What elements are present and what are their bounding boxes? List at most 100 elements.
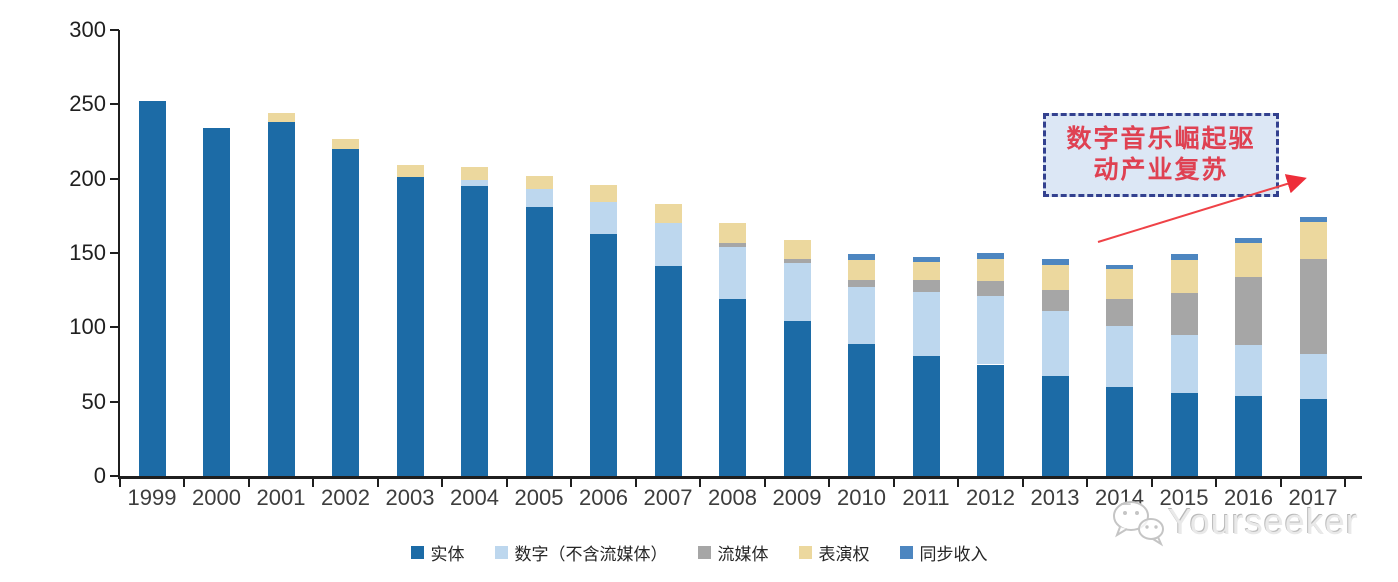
bar-segment-2007 bbox=[654, 203, 682, 224]
x-axis-tick bbox=[1279, 479, 1282, 487]
x-axis-tick bbox=[699, 479, 702, 487]
y-axis-label: 300 bbox=[69, 17, 106, 42]
bar-segment-2015 bbox=[1170, 260, 1198, 294]
watermark-text: Yourseeker bbox=[1168, 501, 1359, 542]
x-axis-tick bbox=[183, 479, 186, 487]
bar-segment-2014 bbox=[1106, 264, 1133, 270]
bar-segment-2013 bbox=[1041, 258, 1069, 265]
annotation-callout: 数字音乐崛起驱 动产业复苏 bbox=[1043, 113, 1279, 197]
bar-segment-2016 bbox=[1235, 238, 1262, 243]
bar-segment-2005 bbox=[525, 206, 553, 476]
bar-segment-2011 bbox=[912, 257, 940, 262]
bar-segment-2017 bbox=[1299, 398, 1327, 476]
x-axis-label: 2000 bbox=[192, 485, 241, 510]
x-axis-tick bbox=[1344, 479, 1347, 487]
bar-segment-2012 bbox=[977, 258, 1004, 282]
bar-segment-2017 bbox=[1299, 354, 1327, 399]
bar-segment-2010 bbox=[848, 343, 875, 476]
legend-item: 流媒体 bbox=[697, 540, 769, 565]
bar-segment-2017 bbox=[1299, 221, 1327, 259]
bar-segment-2000 bbox=[203, 128, 230, 476]
y-axis-label: 150 bbox=[69, 240, 106, 265]
x-axis-tick bbox=[634, 479, 637, 487]
y-axis-label: 0 bbox=[93, 463, 106, 488]
bar-segment-2010 bbox=[848, 254, 875, 261]
bar-segment-2010 bbox=[848, 279, 875, 288]
x-axis-tick bbox=[957, 479, 960, 487]
bar-segment-2002 bbox=[332, 138, 359, 149]
bar-segment-2015 bbox=[1170, 293, 1198, 335]
x-axis-label: 2010 bbox=[837, 485, 886, 510]
x-axis-line bbox=[118, 476, 1362, 479]
x-axis-tick bbox=[570, 479, 573, 487]
bar-segment-2003 bbox=[396, 165, 424, 178]
y-axis-tick bbox=[110, 400, 119, 403]
legend-item: 实体 bbox=[410, 540, 465, 565]
legend-label: 数字（不含流媒体） bbox=[514, 545, 668, 564]
y-axis-tick bbox=[110, 252, 119, 254]
x-axis-label: 2008 bbox=[708, 485, 757, 510]
bar-segment-2012 bbox=[977, 296, 1004, 365]
bar-segment-2015 bbox=[1170, 392, 1198, 476]
annotation-text-line2: 动产业复苏 bbox=[1093, 156, 1229, 184]
y-axis-tick bbox=[110, 475, 119, 477]
bar-segment-2006 bbox=[590, 202, 617, 234]
bar-segment-2002 bbox=[332, 148, 359, 476]
bar-segment-2005 bbox=[525, 189, 553, 207]
bar-segment-2009 bbox=[783, 263, 811, 322]
bar-segment-2014 bbox=[1106, 325, 1133, 387]
bar-segment-2007 bbox=[654, 223, 682, 267]
x-axis-label: 2016 bbox=[1224, 485, 1273, 510]
bar-segment-2013 bbox=[1041, 290, 1069, 311]
legend-swatch-icon bbox=[410, 546, 424, 559]
x-axis-label: 2015 bbox=[1159, 485, 1209, 510]
x-axis-label: 2009 bbox=[772, 485, 822, 510]
bar-segment-2008 bbox=[719, 247, 746, 300]
bar-segment-2013 bbox=[1041, 376, 1069, 476]
legend-label: 表演权 bbox=[818, 545, 870, 564]
bar-segment-2005 bbox=[525, 175, 553, 190]
x-axis-tick bbox=[1215, 479, 1218, 487]
x-axis-label: 2013 bbox=[1030, 485, 1080, 510]
x-axis-tick bbox=[1086, 479, 1089, 487]
bar-segment-2014 bbox=[1106, 269, 1133, 300]
bar-segment-2003 bbox=[396, 177, 424, 476]
x-axis-label: 2012 bbox=[966, 485, 1015, 510]
legend-item: 表演权 bbox=[798, 540, 870, 565]
bar-segment-2016 bbox=[1235, 276, 1262, 346]
x-axis-label: 2005 bbox=[514, 485, 564, 510]
bar-segment-2014 bbox=[1106, 386, 1133, 476]
bar-segment-2016 bbox=[1235, 345, 1262, 396]
x-axis-label: 2001 bbox=[256, 485, 306, 510]
bar-segment-2006 bbox=[590, 233, 617, 476]
x-axis-tick bbox=[441, 479, 444, 487]
x-axis-tick bbox=[763, 479, 766, 487]
watermark: Yourseeker bbox=[1108, 496, 1359, 548]
bar-segment-2001 bbox=[267, 113, 295, 123]
y-axis-tick bbox=[110, 29, 119, 31]
bar-segment-2008 bbox=[719, 223, 746, 243]
bar-segment-2009 bbox=[783, 239, 811, 259]
bar-segment-1999 bbox=[138, 101, 166, 476]
bar-segment-2011 bbox=[912, 279, 940, 292]
y-axis-line bbox=[118, 30, 120, 476]
legend-item: 同步收入 bbox=[899, 540, 988, 565]
y-axis-label: 200 bbox=[69, 165, 106, 191]
bar-segment-2011 bbox=[912, 261, 940, 280]
bar-segment-2010 bbox=[848, 287, 875, 344]
bar-segment-2011 bbox=[912, 355, 940, 476]
y-axis-label: 50 bbox=[81, 388, 106, 414]
x-axis-label: 2003 bbox=[385, 485, 435, 510]
bar-segment-2014 bbox=[1106, 299, 1133, 326]
bar-segment-2013 bbox=[1041, 264, 1069, 291]
bar-segment-2016 bbox=[1235, 242, 1262, 277]
legend-label: 实体 bbox=[430, 545, 465, 564]
y-axis-tick bbox=[110, 103, 119, 106]
legend-swatch-icon bbox=[899, 546, 913, 559]
bar-segment-2011 bbox=[912, 291, 940, 356]
x-axis-tick bbox=[892, 479, 895, 487]
x-axis-tick bbox=[828, 479, 831, 487]
y-axis-tick bbox=[110, 177, 119, 180]
x-axis-tick bbox=[1021, 479, 1024, 487]
